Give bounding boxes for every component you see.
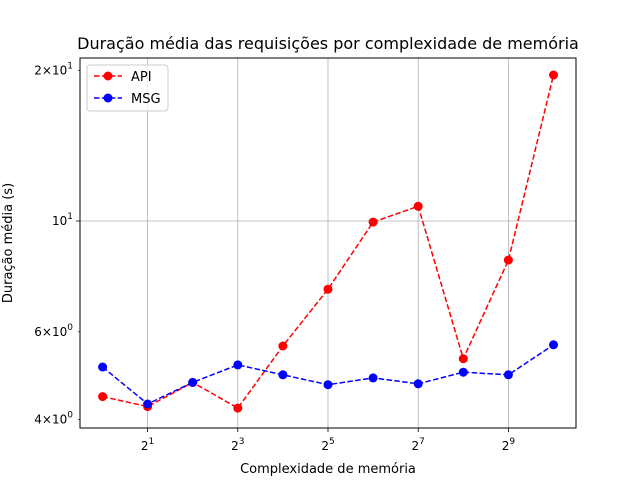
data-point-api <box>323 284 333 294</box>
data-point-api <box>549 70 558 80</box>
y-tick-label: 4×100 <box>34 411 73 427</box>
data-point-msg <box>503 370 513 380</box>
x-tick-label: 25 <box>321 437 334 453</box>
series-line-api <box>102 74 555 410</box>
data-point-msg <box>368 373 378 383</box>
data-point-msg <box>323 380 333 390</box>
legend-msg-marker <box>103 93 113 103</box>
data-point-msg <box>278 370 288 380</box>
series-layer <box>98 70 558 413</box>
y-tick-label: 2×101 <box>34 62 73 78</box>
data-point-api <box>368 217 378 227</box>
x-axis-label: Complexidade de memória <box>240 462 416 477</box>
y-axis-label: Duração média (s) <box>1 183 16 303</box>
data-point-msg <box>98 362 108 372</box>
legend-msg-label: MSG <box>131 92 161 107</box>
data-point-api <box>458 354 468 364</box>
x-axis-ticks: 21 23 25 27 29 <box>141 428 515 453</box>
x-tick-label: 29 <box>502 437 516 453</box>
grid-lines <box>80 58 576 428</box>
data-point-msg <box>143 399 153 409</box>
y-axis-ticks: 4×100 6×100 101 2×101 <box>34 62 80 427</box>
data-point-msg <box>549 340 558 350</box>
data-point-msg <box>458 367 468 377</box>
legend-api-marker <box>103 71 113 81</box>
x-tick-label: 21 <box>141 437 154 453</box>
data-point-msg <box>233 360 243 370</box>
data-point-api <box>278 341 288 351</box>
data-point-api <box>503 255 513 265</box>
legend-api-label: API <box>131 70 152 85</box>
data-point-api <box>233 403 243 413</box>
legend: API MSG <box>86 64 169 112</box>
data-point-api <box>98 392 108 402</box>
data-point-api <box>413 201 423 211</box>
x-tick-label: 27 <box>412 437 425 453</box>
y-tick-label: 101 <box>52 212 73 228</box>
x-tick-label: 23 <box>231 437 244 453</box>
y-tick-label: 6×100 <box>34 323 73 339</box>
chart-title: Duração média das requisições por comple… <box>77 34 579 53</box>
data-point-msg <box>188 377 198 387</box>
data-point-msg <box>413 379 423 389</box>
